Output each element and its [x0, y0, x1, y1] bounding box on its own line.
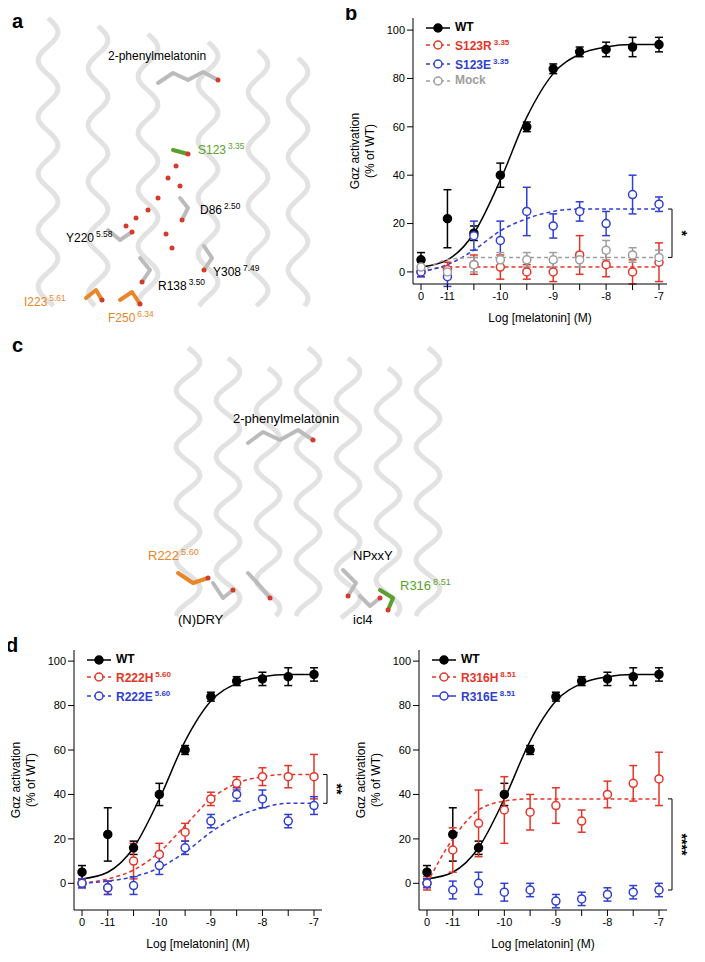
html-text:S123R3.35: S123R3.35: [455, 38, 510, 53]
svg-text:Log [melatonin] (M): Log [melatonin] (M): [491, 937, 594, 951]
svg-text:*: *: [674, 230, 690, 236]
svg-text:100: 100: [393, 655, 411, 667]
svg-text:-11: -11: [445, 916, 460, 928]
svg-text:20: 20: [399, 833, 411, 845]
svg-text:-11: -11: [440, 290, 455, 302]
svg-text:c: c: [12, 334, 23, 356]
svg-text:0: 0: [79, 916, 85, 928]
html-text:WT: WT: [116, 652, 135, 666]
svg-text:60: 60: [399, 744, 411, 756]
svg-text:40: 40: [399, 788, 411, 800]
svg-text:Gαz activation(% of WT): Gαz activation(% of WT): [348, 113, 377, 189]
svg-text:80: 80: [393, 72, 405, 84]
svg-text:-10: -10: [151, 916, 167, 928]
svg-text:****: ****: [674, 834, 690, 856]
svg-text:60: 60: [393, 121, 405, 133]
svg-text:80: 80: [54, 699, 66, 711]
svg-text:60: 60: [54, 744, 66, 756]
svg-text:-10: -10: [492, 290, 508, 302]
svg-text:-8: -8: [603, 916, 613, 928]
svg-text:R2225.60: R2225.60: [148, 547, 199, 563]
svg-text:-9: -9: [548, 290, 558, 302]
html-text:R222H5.60: R222H5.60: [116, 670, 171, 685]
svg-text:20: 20: [393, 217, 405, 229]
html-text:WT: WT: [455, 20, 474, 34]
html-text:b: b: [345, 2, 358, 24]
svg-text:(N)DRY: (N)DRY: [178, 612, 224, 627]
svg-text:**: **: [329, 783, 345, 794]
svg-text:-7: -7: [309, 916, 319, 928]
html-text:R316E8.51: R316E8.51: [461, 689, 516, 704]
svg-text:40: 40: [54, 788, 66, 800]
svg-text:Log [melatonin] (M): Log [melatonin] (M): [488, 311, 591, 325]
svg-text:S1233.35: S1233.35: [198, 141, 245, 157]
svg-text:0: 0: [418, 290, 424, 302]
svg-text:0: 0: [424, 916, 430, 928]
svg-text:-10: -10: [496, 916, 512, 928]
svg-text:NPxxY: NPxxY: [353, 548, 393, 563]
svg-text:Y2205.58: Y2205.58: [66, 229, 113, 245]
html-text:R316H8.51: R316H8.51: [461, 670, 516, 685]
svg-text:R1383.50: R1383.50: [158, 277, 205, 293]
html-text:d: d: [6, 634, 19, 656]
svg-text:I2235.61: I2235.61: [24, 293, 66, 309]
svg-text:2-phenylmelatonin: 2-phenylmelatonin: [108, 49, 206, 63]
svg-text:F2506.34: F2506.34: [108, 309, 154, 325]
svg-text:2-phenylmelatonin: 2-phenylmelatonin: [233, 411, 339, 426]
svg-text:-7: -7: [654, 290, 664, 302]
svg-text:-11: -11: [100, 916, 115, 928]
svg-text:-8: -8: [601, 290, 611, 302]
svg-text:Gαz activation(% of WT): Gαz activation(% of WT): [354, 742, 383, 818]
svg-text:icl4: icl4: [353, 612, 373, 627]
svg-text:100: 100: [48, 655, 66, 667]
svg-text:-9: -9: [551, 916, 561, 928]
svg-text:-7: -7: [654, 916, 664, 928]
svg-text:0: 0: [60, 877, 66, 889]
svg-text:80: 80: [399, 699, 411, 711]
html-text:WT: WT: [461, 652, 480, 666]
svg-text:-9: -9: [206, 916, 216, 928]
svg-text:a: a: [12, 10, 24, 32]
svg-text:100: 100: [387, 24, 405, 36]
svg-text:R3168.51: R3168.51: [400, 577, 451, 593]
html-text:S123E 3.35: S123E 3.35: [455, 57, 509, 72]
svg-text:Y3087.49: Y3087.49: [213, 263, 260, 279]
svg-text:0: 0: [399, 266, 405, 278]
svg-text:D862.50: D862.50: [200, 201, 241, 217]
svg-text:20: 20: [54, 833, 66, 845]
svg-text:-8: -8: [258, 916, 268, 928]
svg-text:Gαz activation(% of WT): Gαz activation(% of WT): [9, 742, 38, 818]
svg-text:40: 40: [393, 169, 405, 181]
html-text:Mock: Mock: [455, 73, 486, 87]
html-text:R222E5.60: R222E5.60: [116, 689, 171, 704]
svg-text:Log [melatonin] (M): Log [melatonin] (M): [146, 937, 249, 951]
svg-text:0: 0: [405, 877, 411, 889]
